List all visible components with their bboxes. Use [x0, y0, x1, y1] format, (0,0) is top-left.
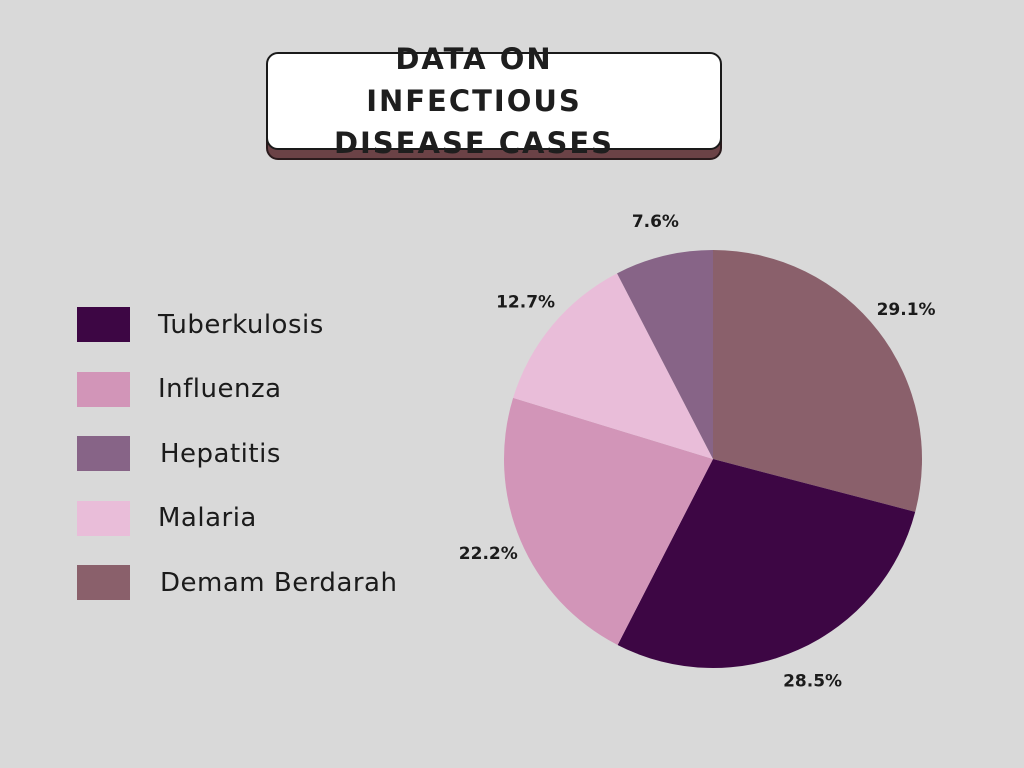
- pie-slice-hepatitis: [617, 250, 713, 459]
- pie-slice-tuberkulosis: [617, 459, 916, 669]
- legend-label-hepatitis: Hepatitis: [160, 438, 281, 469]
- pie-label-malaria: 12.7%: [496, 293, 555, 313]
- pie-label-hepatitis: 7.6%: [632, 212, 679, 232]
- legend-swatch-tuberkulosis: [77, 307, 130, 342]
- pie-label-influenza: 22.2%: [459, 544, 518, 564]
- legend-label-tuberkulosis: Tuberkulosis: [158, 309, 324, 340]
- legend-item-influenza: Influenza: [77, 371, 397, 407]
- pie-slice-demam-berdarah: [713, 250, 923, 512]
- pie-label-tuberkulosis: 28.5%: [783, 672, 842, 692]
- legend-swatch-demam-berdarah: [77, 565, 130, 600]
- legend-swatch-hepatitis: [77, 436, 130, 471]
- legend-item-hepatitis: Hepatitis: [77, 436, 397, 471]
- legend-swatch-malaria: [77, 500, 130, 536]
- legend-label-influenza: Influenza: [158, 374, 282, 404]
- pie-slice-malaria: [513, 273, 713, 459]
- chart-title-line-1: DATA ON INFECTIOUS: [366, 42, 582, 118]
- title-box: DATA ON INFECTIOUS DISEASE CASES: [266, 42, 722, 160]
- legend: Tuberkulosis Influenza Hepatitis Malaria…: [77, 307, 397, 630]
- legend-item-tuberkulosis: Tuberkulosis: [77, 307, 397, 342]
- pie-slice-influenza: [503, 397, 713, 645]
- legend-label-demam-berdarah: Demam Berdarah: [160, 567, 398, 598]
- pie-label-demam-berdarah: 29.1%: [877, 300, 936, 320]
- legend-label-malaria: Malaria: [158, 503, 257, 533]
- chart-title: DATA ON INFECTIOUS DISEASE CASES: [284, 38, 664, 164]
- legend-swatch-influenza: [77, 371, 130, 407]
- legend-item-malaria: Malaria: [77, 500, 397, 536]
- legend-item-demam-berdarah: Demam Berdarah: [77, 565, 397, 600]
- chart-title-line-2: DISEASE CASES: [333, 126, 615, 160]
